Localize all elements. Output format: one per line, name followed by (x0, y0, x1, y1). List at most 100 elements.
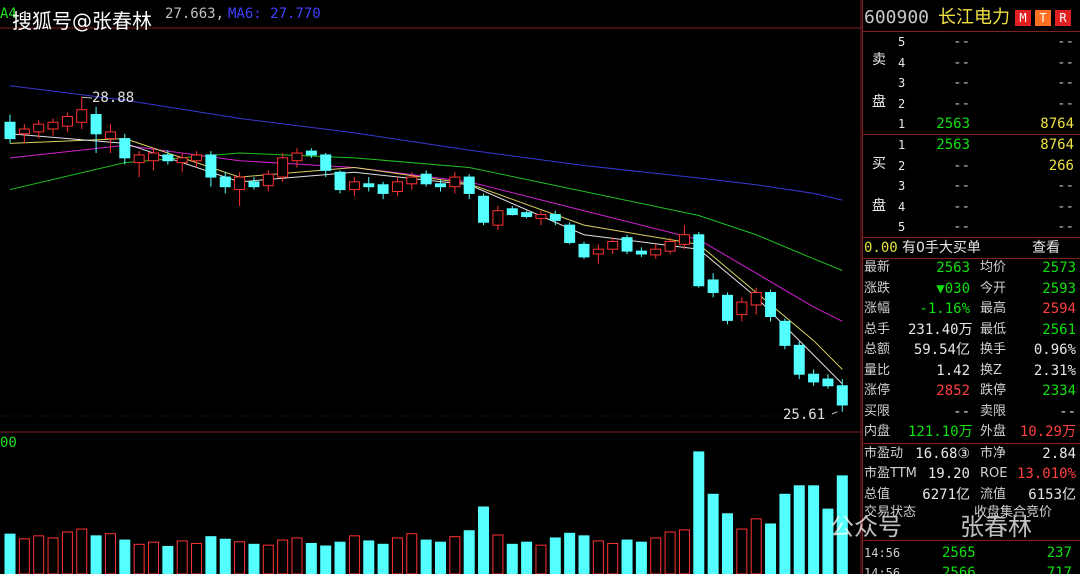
watermark: 公众号 (830, 513, 902, 541)
ma-label: 27.663, (165, 6, 225, 22)
candle-body (391, 181, 403, 192)
stat-value: 2561 (1042, 321, 1076, 338)
book-price: -- (953, 219, 970, 235)
candle-body (836, 385, 848, 406)
candle-body (650, 248, 662, 256)
candle-body (205, 154, 217, 178)
stat-value: -- (953, 403, 970, 420)
separator (862, 134, 1080, 135)
stat-value: 16.68③ (915, 445, 970, 462)
volume-bar (793, 485, 805, 574)
stat-label: 涨停 (864, 383, 891, 398)
ma-label: A4 (0, 6, 17, 22)
stat-label: 总额 (864, 342, 891, 357)
ma-line (9, 85, 843, 201)
volume-bar (291, 537, 303, 574)
book-price: 2563 (936, 137, 970, 153)
candle-body (262, 173, 274, 187)
stat-value: 121.10万 (908, 424, 973, 440)
separator (862, 443, 1080, 444)
book-level: 2 (898, 96, 906, 111)
volume-bar (104, 533, 116, 574)
book-price: -- (953, 34, 970, 50)
book-price: 2563 (936, 116, 970, 132)
volume-bar (334, 541, 346, 574)
stat-value: 2.84 (1042, 445, 1076, 462)
volume-bar (521, 541, 533, 574)
candle-body (348, 181, 360, 191)
volume-bar (148, 541, 159, 574)
side-label: 买 (872, 156, 886, 172)
candle-body (277, 157, 289, 178)
candle-body (363, 183, 375, 188)
candle-body (104, 131, 116, 140)
stat-label: 均价 (980, 260, 1007, 275)
quote-panel (862, 0, 1080, 574)
candle-body (248, 181, 260, 188)
badge: R (1055, 10, 1071, 26)
book-level: 4 (898, 199, 906, 214)
volume-bar (478, 506, 490, 574)
volume-bar (33, 535, 45, 574)
candle-body (76, 109, 88, 123)
kline-chart (0, 0, 862, 574)
book-level: 5 (898, 220, 906, 234)
separator (862, 31, 1080, 32)
ma-label: MA6: 27.770 (228, 6, 321, 22)
candle-body (406, 176, 418, 185)
candle-body (707, 279, 719, 293)
stat-label: 跌停 (980, 383, 1007, 398)
book-level: 3 (898, 76, 906, 90)
stat-value: 13.010% (1016, 466, 1076, 482)
volume-bar (621, 539, 633, 574)
stat-label: 卖限 (980, 403, 1007, 419)
candle-body (435, 183, 446, 188)
stat-value: 19.20 (927, 466, 970, 482)
volume-bar (205, 536, 217, 574)
status-value: 收盘集合竞价 (974, 505, 1053, 520)
big-order-text: 有0手大买单 (902, 240, 981, 256)
candle-body (234, 176, 246, 191)
candle-body (449, 176, 461, 188)
side-label: 卖 (872, 52, 886, 68)
volume-bar (47, 537, 59, 574)
stat-label: 涨跌 (864, 280, 891, 296)
stat-value: 6153亿 (1028, 486, 1076, 503)
book-level: 5 (898, 35, 906, 49)
stat-value: 2594 (1042, 301, 1076, 317)
stat-label: 最低 (980, 321, 1007, 337)
candle-body (18, 128, 30, 135)
volume-bar (635, 541, 647, 574)
book-price: -- (953, 178, 970, 194)
watermark: 搜狐号@张春林 (12, 9, 152, 33)
stat-label: 换手 (980, 342, 1007, 357)
book-volume: 266 (1048, 157, 1074, 174)
stat-value: -- (1059, 403, 1076, 420)
stat-value: ▼030 (936, 280, 970, 297)
volume-bar (262, 544, 274, 574)
stat-label: 内盘 (864, 424, 891, 439)
book-volume: 8764 (1040, 137, 1074, 153)
volume-bar (449, 536, 461, 574)
volume-bar (76, 528, 88, 574)
book-volume: -- (1057, 34, 1074, 50)
stat-label: 流值 (980, 486, 1007, 502)
candle-body (592, 248, 604, 255)
view-button[interactable]: 查看 (1032, 240, 1060, 256)
volume-bar (707, 493, 719, 574)
candle-body (635, 250, 647, 255)
book-volume: -- (1057, 198, 1074, 215)
stat-label: 市盈TTM (864, 466, 917, 481)
stat-label: 总手 (864, 321, 891, 337)
stat-label: 量比 (864, 362, 891, 378)
volume-bar (435, 541, 446, 574)
candle-body (736, 301, 748, 316)
volume-bar (564, 532, 576, 574)
stock-name: 长江电力 (938, 7, 1010, 28)
volume-bar (406, 533, 418, 574)
candle-body (377, 184, 389, 194)
side-label: 盘 (872, 94, 886, 110)
volume-bar (678, 529, 690, 574)
candle-body (578, 243, 590, 258)
candle-body (678, 234, 690, 245)
